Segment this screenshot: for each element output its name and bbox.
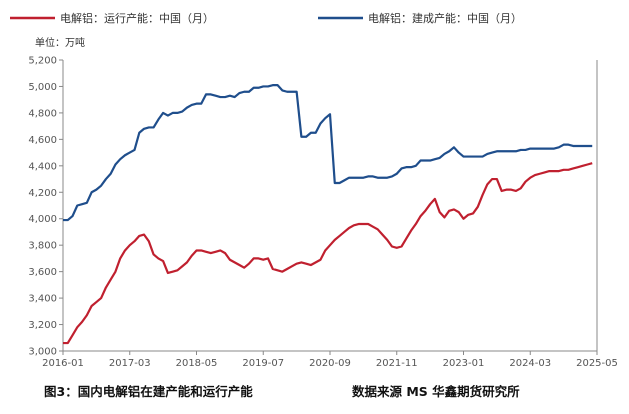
x-tick-label: 2025-05 [576,358,618,369]
x-tick-label: 2017-03 [109,358,151,369]
x-tick-label: 2020-09 [309,358,351,369]
x-tick-label: 2019-07 [242,358,284,369]
series-line-built [63,84,593,222]
y-tick-label: 3,000 [28,347,57,358]
y-tick-label: 5,000 [28,82,57,93]
y-tick-label: 3,200 [28,320,57,331]
chart-legend: 电解铝：运行产能：中国（月） 电解铝：建成产能：中国（月） [10,11,522,25]
series-line-running [63,162,593,345]
y-tick-label: 5,200 [28,56,57,67]
legend-label-built: 电解铝：建成产能：中国（月） [368,11,522,25]
y-tick-label: 3,400 [28,294,57,305]
legend-label-running: 电解铝：运行产能：中国（月） [60,11,214,25]
y-tick-label: 4,000 [28,214,57,225]
x-tick-label: 2024-03 [509,358,551,369]
y-tick-label: 4,400 [28,161,57,172]
figure-caption: 图3：国内电解铝在建产能和运行产能 [44,384,253,399]
x-tick-label: 2016-01 [42,358,84,369]
x-tick-label: 2018-05 [176,358,218,369]
y-tick-label: 4,800 [28,108,57,119]
y-tick-label: 3,600 [28,267,57,278]
y-tick-label: 4,200 [28,188,57,199]
x-tick-label: 2023-01 [443,358,485,369]
x-axis-ticks: 2016-01 2017-03 2018-05 2019-07 2020-09 2021-… [42,351,618,369]
series-layer [63,84,593,345]
y-tick-label: 4,600 [28,135,57,146]
y-tick-label: 3,800 [28,241,57,252]
x-tick-label: 2021-11 [376,358,418,369]
unit-label: 单位：万吨 [35,36,85,49]
y-axis-ticks: 3,000 3,200 3,400 3,600 3,800 4,000 4,200 4,400… [28,56,63,358]
source-caption: 数据来源 MS 华鑫期货研究所 [351,384,520,399]
